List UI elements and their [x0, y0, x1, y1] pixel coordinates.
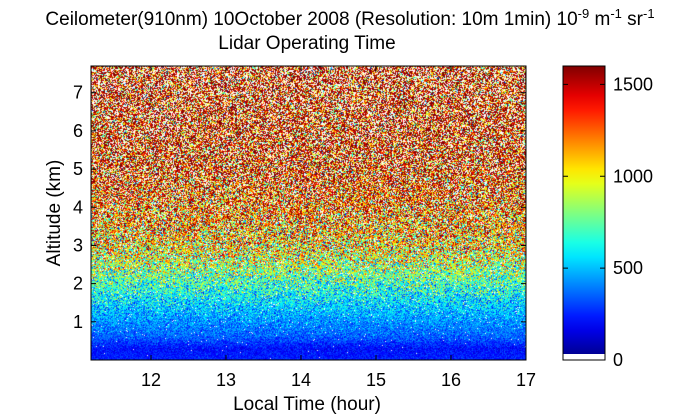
x-tick-label: 13 [216, 370, 236, 390]
y-tick-label: 6 [73, 121, 83, 141]
x-axis: 12 13 14 15 16 17 [141, 66, 536, 390]
y-tick-label: 4 [73, 197, 83, 217]
colorbar-tick-label: 1000 [613, 166, 653, 186]
y-tick-label: 7 [73, 83, 83, 103]
chart-title-line2: Lidar Operating Time [218, 33, 395, 54]
y-tick-label: 1 [73, 312, 83, 332]
heatmap-image [91, 66, 526, 360]
x-tick-label: 12 [141, 370, 161, 390]
x-tick-label: 17 [516, 370, 536, 390]
y-axis: 1 2 3 4 5 6 7 [73, 83, 526, 332]
colorbar-ticks: 0 500 1000 1500 [563, 74, 653, 370]
chart-title-line1: Ceilometer(910nm) 10October 2008 (Resolu… [45, 6, 654, 30]
x-tick-label: 16 [441, 370, 461, 390]
colorbar-frame [562, 65, 606, 361]
x-axis-label: Local Time (hour) [233, 394, 381, 415]
y-tick-label: 3 [73, 235, 83, 255]
colorbar-gradient [563, 66, 605, 360]
y-tick-label: 5 [73, 159, 83, 179]
colorbar-tick-label: 0 [613, 350, 623, 370]
colorbar-zero-band [563, 354, 605, 360]
x-tick-label: 15 [366, 370, 386, 390]
x-tick-label: 14 [291, 370, 311, 390]
y-tick-label: 2 [73, 274, 83, 294]
colorbar: 0 500 1000 1500 [562, 65, 653, 370]
colorbar-tick-label: 500 [613, 258, 643, 278]
colorbar-tick-label: 1500 [613, 74, 653, 94]
y-axis-label: Altitude (km) [44, 160, 65, 267]
plot-frame [90, 65, 527, 361]
